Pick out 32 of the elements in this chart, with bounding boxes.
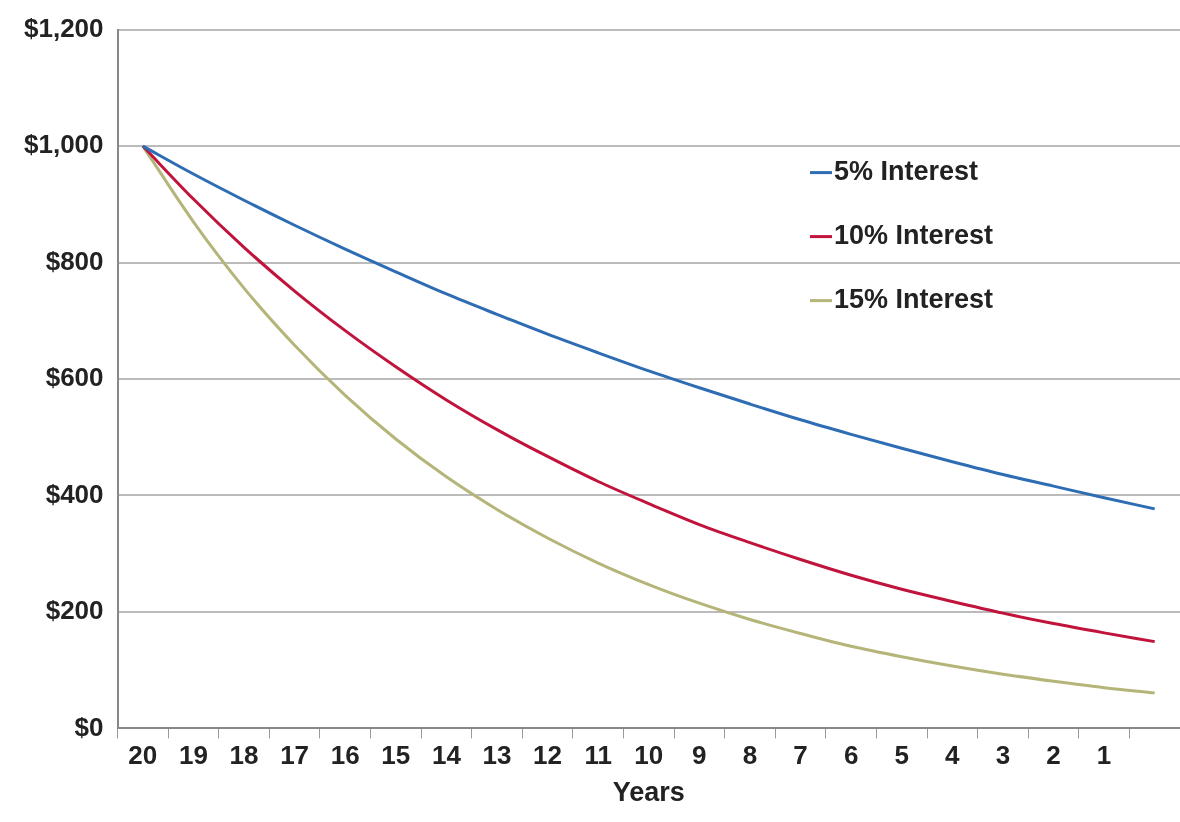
- x-tick-label: 9: [692, 740, 707, 771]
- x-axis-title: Years: [612, 777, 685, 808]
- x-tick-label: 12: [533, 740, 563, 771]
- x-tick-label: 18: [229, 740, 259, 771]
- y-tick-label: $1,000: [23, 129, 104, 160]
- x-tick-label: 14: [431, 740, 462, 771]
- x-tick-label: 20: [128, 740, 158, 771]
- y-tick-label: $400: [45, 478, 104, 509]
- x-tick-label: 17: [280, 740, 310, 771]
- x-tick-label: 2: [1046, 740, 1061, 771]
- legend-label: 15% Interest: [834, 284, 994, 315]
- x-tick-label: 15: [381, 740, 411, 771]
- x-tick-label: 7: [793, 740, 808, 771]
- y-tick-label: $1,200: [23, 12, 104, 43]
- x-tick-label: 8: [742, 740, 758, 771]
- y-tick-label: $0: [74, 711, 104, 742]
- y-tick-label: $200: [45, 595, 104, 626]
- legend-label: 10% Interest: [834, 220, 994, 251]
- x-tick-label: 4: [945, 740, 961, 771]
- x-tick-label: 19: [178, 740, 208, 771]
- x-tick-label: 16: [330, 740, 360, 771]
- x-tick-label: 3: [995, 740, 1011, 771]
- x-tick-label: 6: [843, 740, 859, 771]
- y-tick-label: $600: [45, 362, 104, 393]
- x-tick-label: 13: [482, 740, 512, 771]
- legend-label: 5% Interest: [834, 156, 979, 187]
- x-tick-label: 5: [894, 740, 909, 771]
- y-tick-label: $800: [45, 245, 104, 276]
- line-series: [141, 144, 1157, 511]
- x-tick-label: 10: [634, 740, 664, 771]
- x-tick-label: 1: [1096, 740, 1112, 771]
- x-tick-label: 11: [584, 740, 612, 771]
